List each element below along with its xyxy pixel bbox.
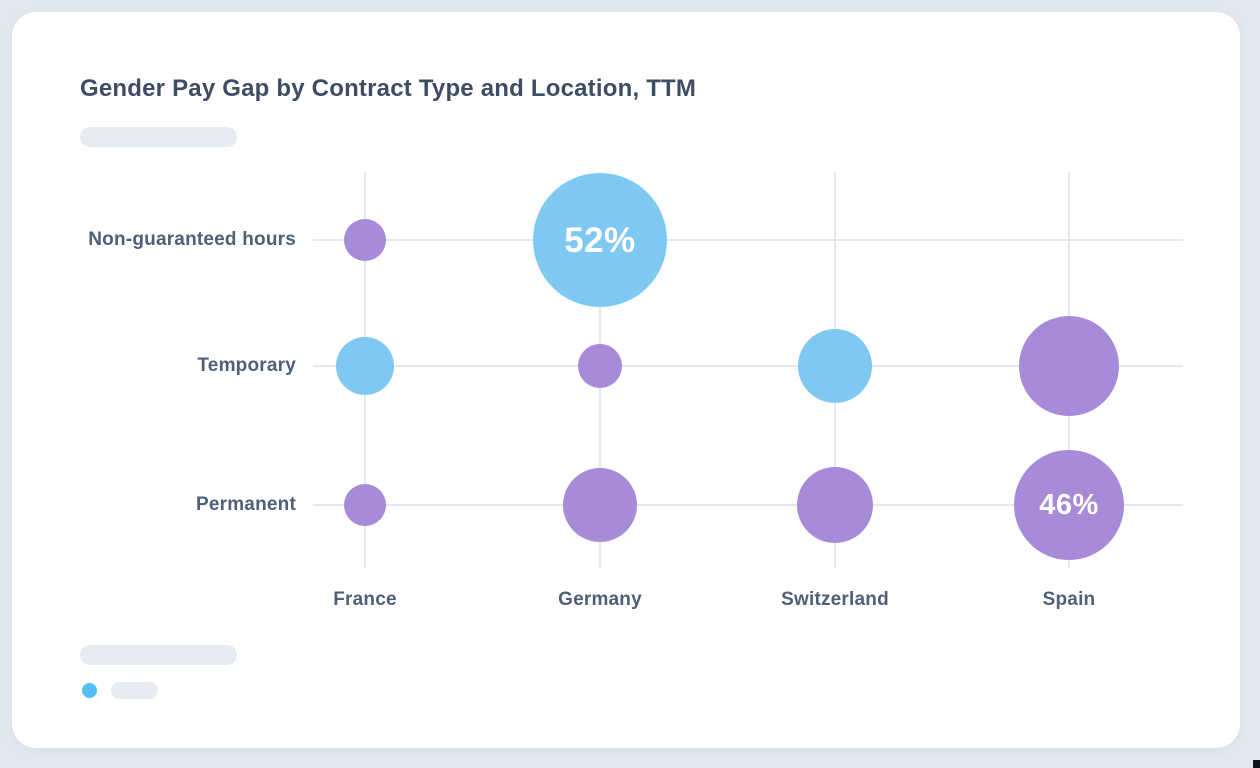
corner-artifact bbox=[1253, 760, 1260, 768]
bubble-france-temporary[interactable] bbox=[336, 337, 394, 395]
bubble-germany-non-guaranteed-hours[interactable]: 52% bbox=[533, 173, 667, 307]
bubble-switzerland-temporary[interactable] bbox=[798, 329, 872, 403]
legend-marker-dot bbox=[82, 683, 97, 698]
legend-label-skeleton bbox=[111, 682, 158, 699]
bubble-spain-permanent[interactable]: 46% bbox=[1014, 450, 1124, 560]
footer-skeleton bbox=[80, 645, 237, 665]
bubble-value-label: 52% bbox=[564, 220, 636, 260]
chart-title: Gender Pay Gap by Contract Type and Loca… bbox=[80, 75, 697, 102]
legend bbox=[82, 682, 158, 699]
bubble-switzerland-permanent[interactable] bbox=[797, 467, 873, 543]
bubble-france-non-guaranteed-hours[interactable] bbox=[344, 219, 386, 261]
bubble-germany-permanent[interactable] bbox=[563, 468, 637, 542]
bubble-germany-temporary[interactable] bbox=[578, 344, 622, 388]
bubble-value-label: 46% bbox=[1039, 488, 1099, 521]
subtitle-skeleton bbox=[80, 127, 237, 147]
bubble-spain-temporary[interactable] bbox=[1019, 316, 1119, 416]
bubble-france-permanent[interactable] bbox=[344, 484, 386, 526]
